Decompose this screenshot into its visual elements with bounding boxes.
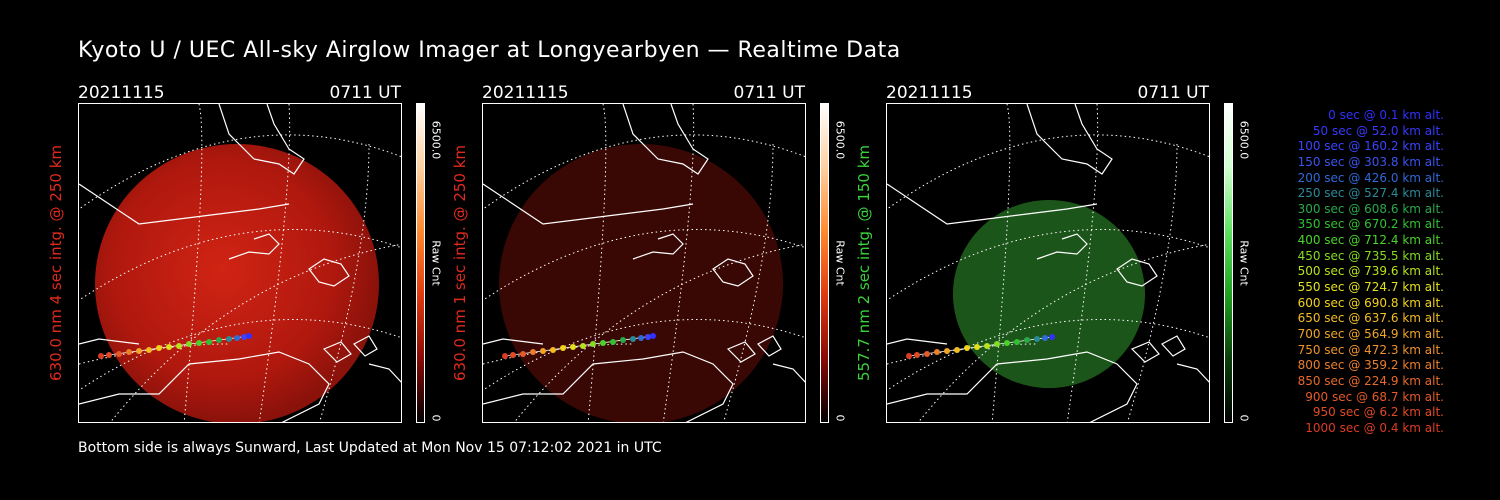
colorbar-max-label: 6500.0 xyxy=(429,120,443,160)
colorbar-min-label: 0 xyxy=(1237,414,1251,422)
colorbar-unit-label: Raw Cnt xyxy=(833,240,847,286)
legend-item: 950 sec @ 6.2 km alt. xyxy=(1312,405,1444,420)
coastlines xyxy=(79,104,401,422)
page-title: Kyoto U / UEC All-sky Airglow Imager at … xyxy=(78,38,901,63)
airglow-disc xyxy=(499,144,783,422)
imager-panel-1: 20211115 0711 UT 630.0 nm 4 sec intg. @ … xyxy=(47,80,478,440)
panel-wavelength-label: 557.7 nm 2 sec intg. @ 150 km xyxy=(855,144,873,382)
colorbar-max-label: 6500.0 xyxy=(1237,120,1251,160)
legend-item: 750 sec @ 472.3 km alt. xyxy=(1297,342,1444,357)
trajectory-legend: 0 sec @ 0.1 km alt. 50 sec @ 52.0 km alt… xyxy=(1266,108,1444,436)
grid-lines xyxy=(887,104,1209,422)
legend-item: 1000 sec @ 0.4 km alt. xyxy=(1305,420,1444,435)
footer-note: Bottom side is always Sunward, Last Upda… xyxy=(78,440,662,456)
allsky-map xyxy=(482,103,806,423)
trajectory xyxy=(502,333,656,359)
trajectory xyxy=(98,333,252,359)
legend-item: 450 sec @ 735.5 km alt. xyxy=(1297,248,1444,263)
legend-item: 900 sec @ 68.7 km alt. xyxy=(1305,389,1444,404)
trajectory xyxy=(906,334,1055,359)
panel-time: 0711 UT xyxy=(733,83,806,103)
legend-item: 100 sec @ 160.2 km alt. xyxy=(1297,139,1444,154)
legend-item: 650 sec @ 637.6 km alt. xyxy=(1297,311,1444,326)
map-svg xyxy=(887,104,1209,422)
panel-date: 20211115 xyxy=(78,83,165,103)
allsky-map xyxy=(886,103,1210,423)
grid-lines xyxy=(483,104,805,422)
airglow-disc xyxy=(953,200,1145,388)
legend-item: 600 sec @ 690.8 km alt. xyxy=(1297,295,1444,310)
coastlines xyxy=(887,104,1209,422)
panel-date: 20211115 xyxy=(482,83,569,103)
legend-item: 550 sec @ 724.7 km alt. xyxy=(1297,280,1444,295)
legend-item: 500 sec @ 739.6 km alt. xyxy=(1297,264,1444,279)
legend-item: 850 sec @ 224.9 km alt. xyxy=(1297,373,1444,388)
colorbar-max-label: 6500.0 xyxy=(833,120,847,160)
colorbar xyxy=(416,103,425,423)
legend-item: 200 sec @ 426.0 km alt. xyxy=(1297,170,1444,185)
legend-item: 150 sec @ 303.8 km alt. xyxy=(1297,154,1444,169)
allsky-map xyxy=(78,103,402,423)
legend-item: 0 sec @ 0.1 km alt. xyxy=(1328,108,1444,122)
colorbar-unit-label: Raw Cnt xyxy=(1237,240,1251,286)
panel-time: 0711 UT xyxy=(1137,83,1210,103)
panel-wavelength-label: 630.0 nm 4 sec intg. @ 250 km xyxy=(47,144,65,382)
imager-panel-3: 20211115 0711 UT 557.7 nm 2 sec intg. @ … xyxy=(855,80,1286,440)
panel-wavelength-label: 630.0 nm 1 sec intg. @ 250 km xyxy=(451,144,469,382)
colorbar xyxy=(820,103,829,423)
grid-lines xyxy=(79,104,401,422)
legend-item: 400 sec @ 712.4 km alt. xyxy=(1297,233,1444,248)
airglow-disc xyxy=(95,144,379,422)
legend-item: 350 sec @ 670.2 km alt. xyxy=(1297,217,1444,232)
imager-panel-2: 20211115 0711 UT 630.0 nm 1 sec intg. @ … xyxy=(451,80,882,440)
legend-item: 700 sec @ 564.9 km alt. xyxy=(1297,326,1444,341)
legend-item: 250 sec @ 527.4 km alt. xyxy=(1297,186,1444,201)
legend-item: 300 sec @ 608.6 km alt. xyxy=(1297,201,1444,216)
map-svg xyxy=(79,104,401,422)
map-svg xyxy=(483,104,805,422)
legend-item: 800 sec @ 359.2 km alt. xyxy=(1297,358,1444,373)
colorbar-min-label: 0 xyxy=(429,414,443,422)
coastlines xyxy=(483,104,805,422)
panel-date: 20211115 xyxy=(886,83,973,103)
colorbar xyxy=(1224,103,1233,423)
panel-time: 0711 UT xyxy=(329,83,402,103)
colorbar-min-label: 0 xyxy=(833,414,847,422)
colorbar-unit-label: Raw Cnt xyxy=(429,240,443,286)
legend-item: 50 sec @ 52.0 km alt. xyxy=(1312,123,1444,138)
